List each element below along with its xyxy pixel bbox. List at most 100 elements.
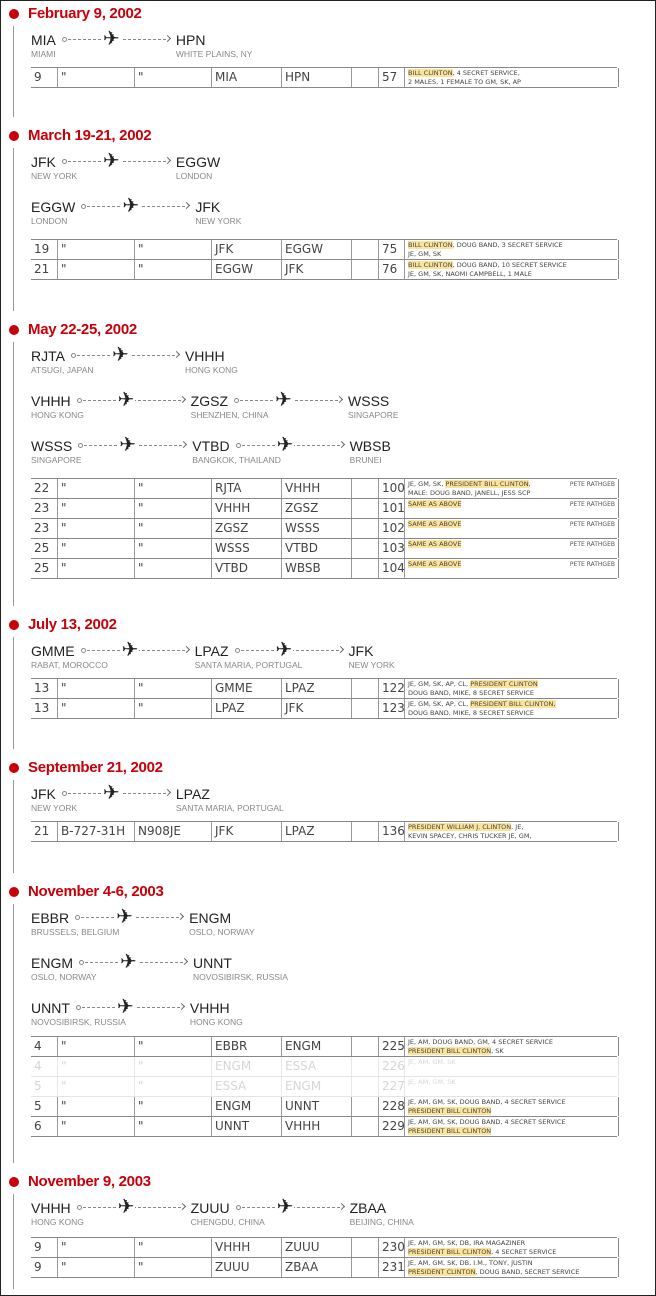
- airport-stop: EBBR BRUSSELS, BELGIUM: [31, 910, 119, 937]
- flight-connector: ✈: [235, 435, 345, 455]
- passenger-notes: SAME AS ABOVE PETE RATHGEB: [404, 559, 617, 578]
- notes-line: BILL CLINTON, 4 SECRET SERVICE,: [408, 69, 617, 78]
- airport-code: ENGM: [189, 910, 232, 926]
- notes-text: , 4 SECRET SERVICE,: [452, 69, 520, 77]
- flight-number-cell: 102: [378, 519, 404, 538]
- arrow-head-icon: [178, 395, 186, 404]
- origin-circle-icon: [234, 648, 240, 653]
- log-row: 5 " " ENGM UNNT 228 JE, AM, GM, SK, DOUG BAND,…: [31, 1097, 619, 1117]
- day-cell: 21: [34, 262, 50, 276]
- flight-number-cell: 101: [378, 499, 404, 518]
- airport-city: SHENZHEN, CHINA: [190, 410, 269, 420]
- ditto-cell: ": [134, 499, 211, 518]
- day-cell: 21: [34, 824, 50, 838]
- airplane-icon: ✈: [118, 434, 137, 456]
- timeline-section: September 21, 2002 JFK NEW YORK ✈ LPAZ SANTA …: [1, 758, 655, 877]
- destination-cell: ENGM: [281, 1077, 351, 1096]
- destination-cell: LPAZ: [281, 822, 351, 841]
- route-list: VHHH HONG KONG ✈ ZUUU CHENGDU, CHINA ✈ ZBAA BEI…: [31, 1197, 414, 1245]
- airport-stop: WSSS SINGAPORE: [348, 393, 399, 420]
- ditto-cell: ": [57, 479, 134, 498]
- route-list: RJTA ATSUGI, JAPAN ✈ VHHH HONG KONG VHHH HONG …: [31, 345, 399, 483]
- day-cell: 23: [34, 501, 50, 515]
- day-cell: 5: [34, 1079, 42, 1093]
- timeline-dot-icon: [9, 763, 19, 773]
- airport-stop: VHHH HONG KONG: [190, 1000, 243, 1027]
- destination-cell: UNNT: [281, 1097, 351, 1116]
- arrow-head-icon: [163, 788, 171, 797]
- origin-cell: VHHH: [211, 499, 281, 518]
- airport-stop: HPN WHITE PLAINS, NY: [176, 32, 253, 59]
- timeline-dot-icon: [9, 131, 19, 141]
- flight-connector: ✈: [234, 389, 344, 411]
- airport-stop: UNNT NOVOSIBIRSK, RUSSIA: [31, 1000, 126, 1027]
- route-list: JFK NEW YORK ✈ EGGW LONDON EGGW LONDON ✈ JFK NEW …: [31, 151, 241, 244]
- day-cell: 22: [34, 481, 50, 495]
- blank-cell: [351, 539, 378, 558]
- row-border: [618, 559, 619, 578]
- airport-city: CHENGDU, CHINA: [190, 1217, 265, 1227]
- flight-number-cell: 229: [378, 1117, 404, 1136]
- notes-line: JE, AM, GM, SK, DB, IRA MAGAZINER: [408, 1239, 617, 1248]
- route-list: GMME RABAT, MOROCCO ✈ LPAZ SANTA MARIA, PORT…: [31, 640, 395, 688]
- flight-connector: ✈: [79, 952, 189, 972]
- ditto-cell: ": [57, 1238, 134, 1257]
- notes-text: JE, AM, GM, SK, DOUG BAND, 4 SECRET SERV…: [408, 1118, 566, 1126]
- blank-cell: [351, 1238, 378, 1257]
- ditto-cell: ": [134, 1097, 211, 1116]
- origin-circle-icon: [76, 398, 82, 403]
- passenger-notes: BILL CLINTON, DOUG BAND, 3 SECRET SERVIC…: [404, 240, 617, 259]
- destination-cell: VHHH: [281, 1117, 351, 1136]
- origin-cell: GMME: [211, 679, 281, 698]
- airport-city: LONDON: [175, 171, 213, 181]
- highlighted-name: PRESIDENT BILL CLINTON: [408, 1046, 492, 1055]
- section-date: February 9, 2002: [28, 5, 142, 22]
- airport-code: LPAZ: [194, 643, 229, 659]
- notes-line: SAME AS ABOVE: [408, 500, 617, 509]
- airplane-icon: ✈: [101, 28, 121, 50]
- origin-circle-icon: [235, 443, 241, 448]
- notes-line: JE, GM, SK, AP, CL, PRESIDENT BILL CLINT…: [408, 700, 617, 709]
- flight-connector: ✈: [61, 28, 171, 50]
- origin-cell: UNNT: [211, 1117, 281, 1136]
- timeline-line: [13, 780, 14, 873]
- airplane-icon: ✈: [121, 195, 141, 217]
- flight-log-excerpt: 9 " " MIA HPN 57 BILL CLINTON, 4 SECRET SERVIC…: [31, 67, 619, 88]
- origin-cell: VTBD: [211, 559, 281, 578]
- passenger-notes: JE, AM, GM, SK: [404, 1057, 617, 1076]
- day-cell: 4: [34, 1059, 42, 1073]
- airport-code: MIA: [31, 32, 56, 48]
- blank-cell: [351, 1097, 378, 1116]
- notes-text: DOUG BAND, MIKE, 8 SECRET SERVICE: [408, 708, 534, 717]
- airport-city: RABAT, MOROCCO: [31, 660, 108, 670]
- highlighted-name: SAME AS ABOVE: [408, 540, 462, 548]
- section-date: November 4-6, 2003: [28, 883, 164, 900]
- passenger-notes: BILL CLINTON, DOUG BAND, 10 SECRET SERVI…: [404, 260, 617, 279]
- timeline-dot-icon: [9, 9, 19, 19]
- flight-number-cell: 76: [378, 260, 404, 279]
- notes-text: JE, GM, SK,: [408, 480, 446, 488]
- notes-line: BILL CLINTON, DOUG BAND, 3 SECRET SERVIC…: [408, 241, 617, 250]
- airplane-icon: ✈: [274, 389, 293, 411]
- log-row: 23 " " ZGSZ WSSS 102 SAME AS ABOVE PETE RATHGEB: [31, 519, 619, 539]
- route-row: UNNT NOVOSIBIRSK, RUSSIA ✈ VHHH HONG KONG: [31, 996, 243, 1045]
- passenger-notes: SAME AS ABOVE PETE RATHGEB: [404, 539, 617, 558]
- destination-cell: VTBD: [281, 539, 351, 558]
- log-row: 21 " " EGGW JFK 76 BILL CLINTON, DOUG BAND, 10…: [31, 260, 619, 280]
- flight-log-excerpt: 19 " " JFK EGGW 75 BILL CLINTON, DOUG BAND, 3 …: [31, 239, 619, 280]
- airport-city: MIAMI: [31, 49, 56, 59]
- flight-log-excerpt: 21 B-727-31H N908JE JFK LPAZ 136 PRESIDENT WIL…: [31, 821, 619, 842]
- origin-circle-icon: [78, 443, 84, 448]
- notes-line: JE, AM, DOUG BAND, GM, 4 SECRET SERVICE: [408, 1038, 617, 1047]
- blank-cell: [351, 1117, 378, 1136]
- origin-circle-icon: [79, 960, 84, 965]
- highlighted-name: PRESIDENT BILL CLINTON: [408, 1126, 492, 1135]
- log-row: 19 " " JFK EGGW 75 BILL CLINTON, DOUG BAND, 3 …: [31, 240, 619, 260]
- highlighted-name: PRESIDENT BILL CLINTON,: [470, 700, 556, 708]
- notes-line: PRESIDENT BILL CLINTON: [408, 1106, 617, 1116]
- airplane-icon: ✈: [115, 996, 135, 1018]
- highlighted-name: PRESIDENT BILL CLINTON: [408, 1247, 492, 1256]
- passenger-notes: JE, GM, SK, AP, CL, PRESIDENT CLINTON DOU…: [404, 679, 617, 698]
- airport-stop: MIA MIAMI: [31, 32, 56, 59]
- notes-text: KEVIN SPACEY, CHRIS TUCKER JE, GM,: [408, 831, 532, 840]
